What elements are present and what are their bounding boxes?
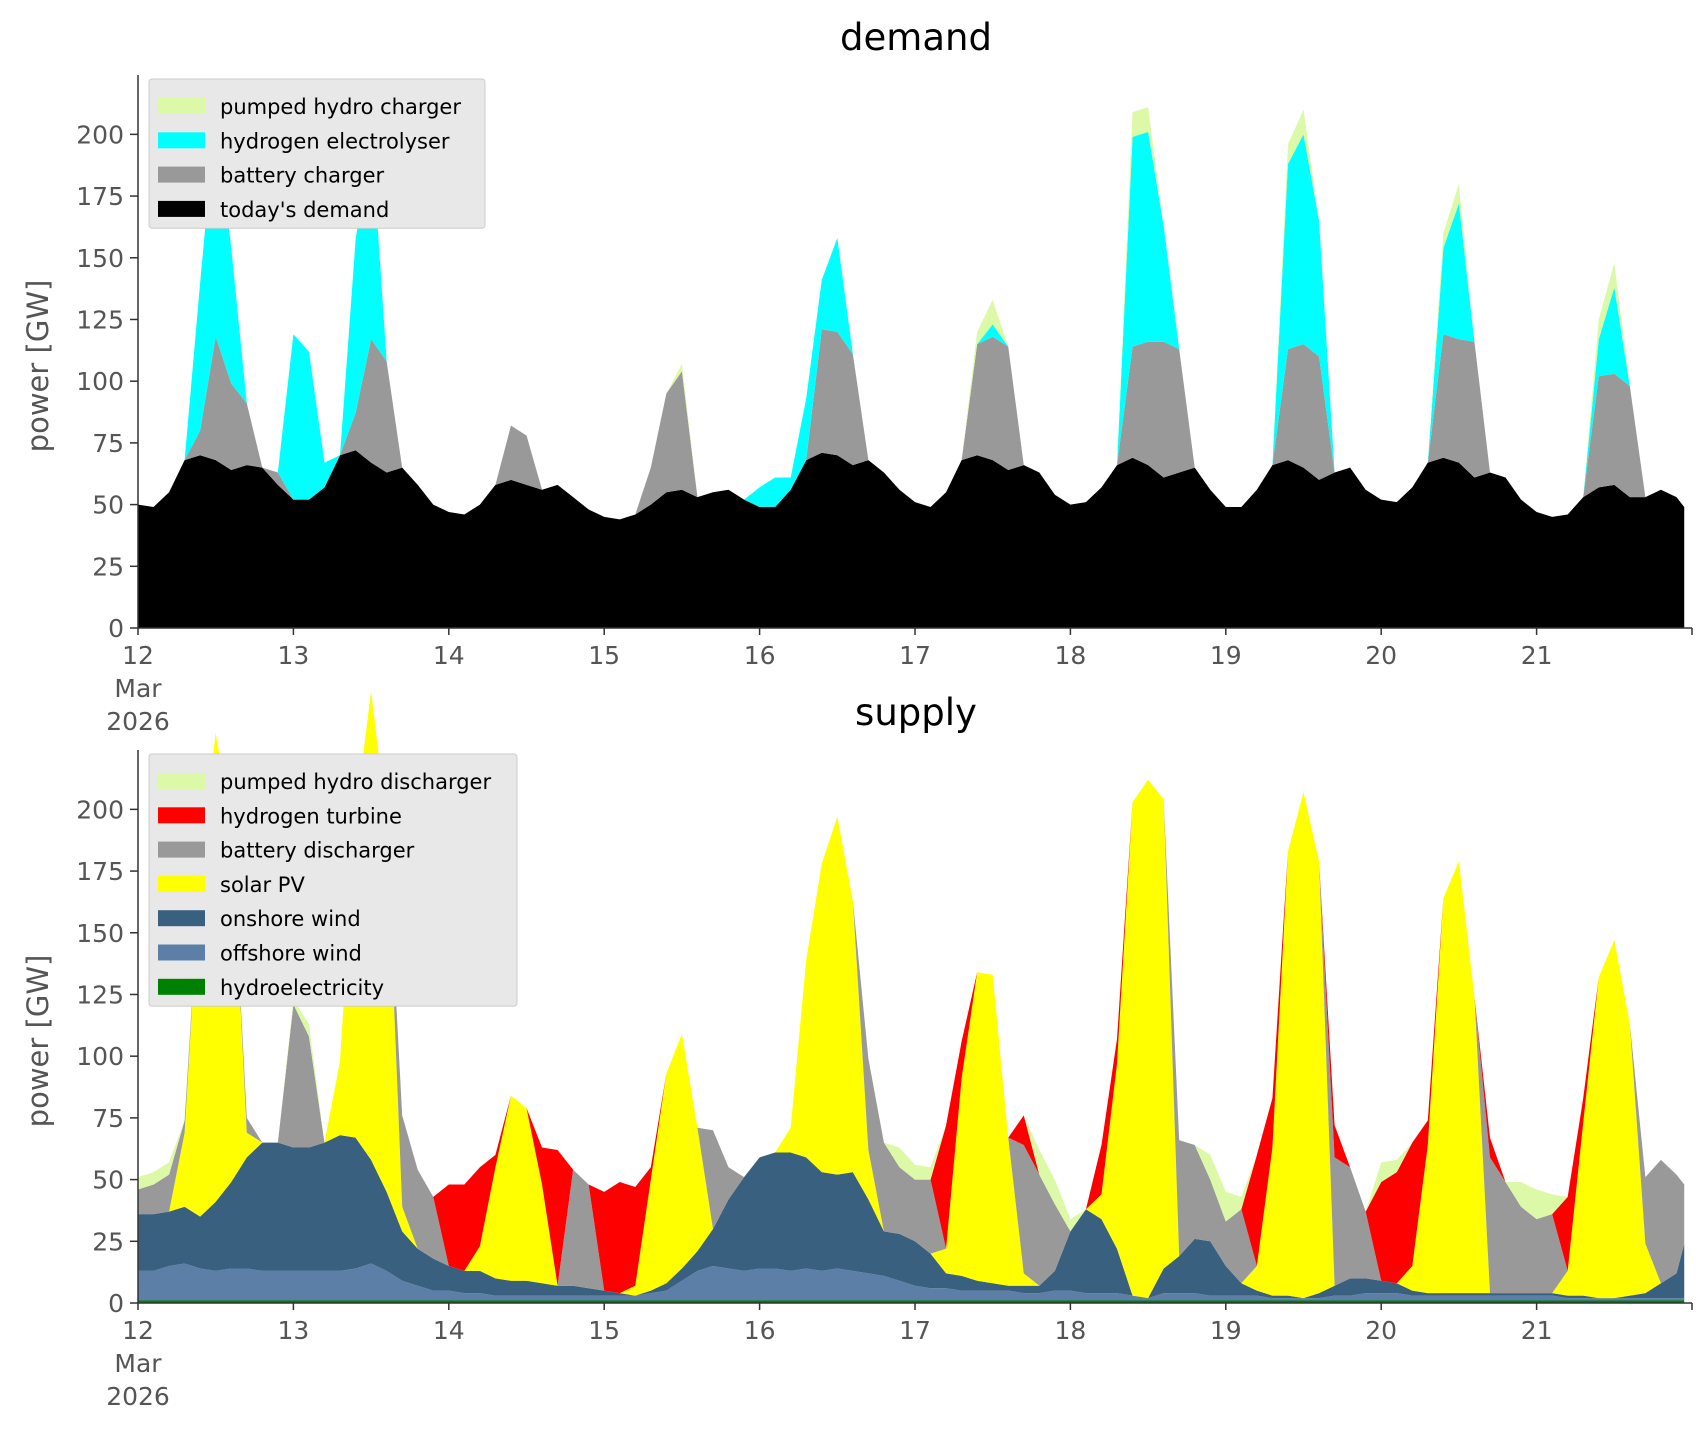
demand-legend-swatch-today-s-demand xyxy=(158,200,205,217)
demand-axes: 0 25 50 75 100 125 150 175 200 12 Mar 2026 13 14 15 16 1… xyxy=(76,75,1693,736)
supply-y-tick-label: 150 xyxy=(76,919,124,948)
demand-area-series xyxy=(138,107,1685,628)
demand-x-tick-label: 18 xyxy=(1054,641,1086,670)
supply-legend-label-hydroelectricity: hydroelectricity xyxy=(220,976,384,1000)
supply-x-tick-label: 19 xyxy=(1210,1316,1242,1345)
demand-y-tick-label: 175 xyxy=(76,182,124,211)
supply-legend-label-solar-pv: solar PV xyxy=(220,873,305,897)
demand-y-tick-label: 75 xyxy=(92,429,124,458)
supply-legend-box xyxy=(148,753,518,1007)
supply-area-battery-discharger xyxy=(138,690,1685,1294)
supply-legend-label-offshore-wind: offshore wind xyxy=(220,942,362,966)
supply-x-tick-label: 12 xyxy=(122,1316,154,1345)
supply-legend-swatch-hydrogen-turbine xyxy=(158,807,205,824)
supply-x-tick-label: 18 xyxy=(1054,1316,1086,1345)
demand-legend-swatch-battery-charger xyxy=(158,166,205,183)
supply-x-tick-label: 15 xyxy=(588,1316,620,1345)
supply-area-series xyxy=(138,690,1685,1303)
supply-legend-swatch-battery-discharger xyxy=(158,841,205,858)
supply-legend-swatch-solar-pv xyxy=(158,875,205,892)
demand-legend-label-pumped-hydro-charger: pumped hydro charger xyxy=(220,95,461,119)
demand-area-today-s-demand xyxy=(138,450,1685,628)
demand-y-axis-label: power [GW] xyxy=(21,280,55,453)
demand-x-tick-label: 19 xyxy=(1210,641,1242,670)
supply-x-tick-label: Mar xyxy=(114,1349,162,1378)
demand-y-tick-label: 50 xyxy=(92,491,124,520)
demand-legend: pumped hydro charger hydrogen electrolyse… xyxy=(148,78,486,229)
demand-x-tick-label: 14 xyxy=(433,641,465,670)
demand-y-tick-label: 150 xyxy=(76,244,124,273)
supply-legend-label-pumped-hydro-discharger: pumped hydro discharger xyxy=(220,770,491,794)
demand-legend-swatch-hydrogen-electrolyser xyxy=(158,132,205,149)
demand-legend-swatch-pumped-hydro-charger xyxy=(158,98,205,114)
demand-x-tick-label: 17 xyxy=(899,641,931,670)
demand-y-tick-label: 200 xyxy=(76,120,124,149)
supply-y-tick-label: 100 xyxy=(76,1042,124,1071)
demand-area-battery-charger xyxy=(138,329,1685,520)
supply-y-axis-label: power [GW] xyxy=(21,955,55,1128)
demand-x-tick-label: 13 xyxy=(277,641,309,670)
supply-x-tick-label: 14 xyxy=(433,1316,465,1345)
demand-x-tick-label: Mar xyxy=(114,674,162,703)
supply-legend-label-onshore-wind: onshore wind xyxy=(220,907,361,931)
demand-y-tick-label: 100 xyxy=(76,367,124,396)
demand-legend-label-today-s-demand: today's demand xyxy=(220,198,389,222)
supply-legend-label-battery-discharger: battery discharger xyxy=(220,839,415,863)
demand-y-tick-label: 125 xyxy=(76,305,124,334)
demand-x-tick-label: 12 xyxy=(122,641,154,670)
supply-x-tick-label: 2026 xyxy=(106,1382,170,1411)
supply-y-tick-label: 200 xyxy=(76,795,124,824)
supply-area-offshore-wind xyxy=(138,1263,1685,1301)
supply-chart: supply power [GW] 0 25 50 75 100 125 150 175 200… xyxy=(21,690,1693,1411)
demand-x-tick-label: 2026 xyxy=(106,707,170,736)
supply-x-tick-label: 21 xyxy=(1521,1316,1553,1345)
supply-y-tick-label: 175 xyxy=(76,857,124,886)
supply-area-onshore-wind xyxy=(138,1135,1685,1299)
demand-legend-label-battery-charger: battery charger xyxy=(220,164,385,188)
demand-x-tick-label: 16 xyxy=(744,641,776,670)
supply-legend: pumped hydro discharger hydrogen turbine b… xyxy=(148,753,518,1007)
demand-x-tick-label: 20 xyxy=(1365,641,1397,670)
demand-title: demand xyxy=(840,16,992,59)
supply-legend-swatch-pumped-hydro-discharger xyxy=(158,773,205,789)
demand-area-hydrogen-electrolyser xyxy=(138,114,1685,520)
demand-x-tick-label: 15 xyxy=(588,641,620,670)
supply-y-tick-label: 25 xyxy=(92,1227,124,1256)
demand-chart: demand power [GW] 0 25 50 75 100 125 150 175 200… xyxy=(21,16,1693,736)
demand-legend-label-hydrogen-electrolyser: hydrogen electrolyser xyxy=(220,129,450,153)
supply-legend-label-hydrogen-turbine: hydrogen turbine xyxy=(220,804,402,828)
supply-y-tick-label: 50 xyxy=(92,1166,124,1195)
supply-x-tick-label: 17 xyxy=(899,1316,931,1345)
supply-y-tick-label: 0 xyxy=(108,1289,124,1318)
supply-x-tick-label: 13 xyxy=(277,1316,309,1345)
supply-x-tick-label: 20 xyxy=(1365,1316,1397,1345)
supply-x-tick-label: 16 xyxy=(744,1316,776,1345)
supply-y-tick-label: 125 xyxy=(76,980,124,1009)
demand-y-tick-label: 25 xyxy=(92,552,124,581)
demand-x-tick-label: 21 xyxy=(1521,641,1553,670)
supply-area-solar-pv xyxy=(138,690,1685,1299)
supply-legend-swatch-hydroelectricity xyxy=(158,978,205,995)
supply-legend-swatch-offshore-wind xyxy=(158,944,205,961)
supply-axes: 0 25 50 75 100 125 150 175 200 12 Mar 2026 13 14 15 16 1… xyxy=(76,750,1693,1411)
demand-legend-box xyxy=(148,78,486,229)
supply-y-tick-label: 75 xyxy=(92,1104,124,1133)
demand-y-tick-label: 0 xyxy=(108,614,124,643)
supply-title: supply xyxy=(855,691,977,734)
supply-legend-swatch-onshore-wind xyxy=(158,910,205,927)
